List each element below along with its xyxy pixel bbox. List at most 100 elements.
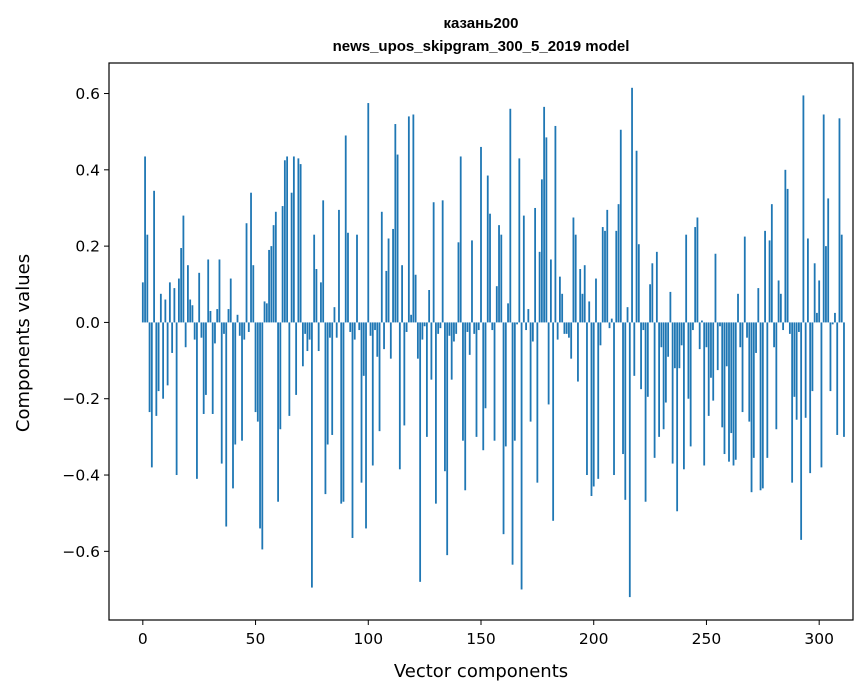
bar <box>676 322 679 512</box>
bar <box>175 322 178 476</box>
bar <box>660 322 663 348</box>
bar <box>227 309 230 323</box>
bar <box>326 322 329 445</box>
bar <box>705 322 708 348</box>
y-tick-label: 0.4 <box>75 161 100 179</box>
bar <box>453 322 455 342</box>
bar <box>791 322 794 483</box>
bar <box>730 322 733 434</box>
bar <box>489 213 491 323</box>
bar <box>281 206 284 323</box>
bar <box>202 322 205 414</box>
bar <box>238 322 241 336</box>
bar <box>272 225 275 323</box>
bar <box>513 322 516 441</box>
bar <box>389 322 392 359</box>
bar <box>270 246 273 323</box>
bar <box>311 322 313 588</box>
bar <box>786 188 789 323</box>
bar <box>211 322 214 414</box>
bar <box>283 160 286 323</box>
bar <box>209 310 212 323</box>
bar <box>834 312 836 323</box>
bar <box>561 293 564 323</box>
bar <box>777 280 780 323</box>
bar <box>570 322 573 359</box>
bar <box>498 225 500 323</box>
bar <box>748 322 751 422</box>
bar <box>669 291 672 323</box>
plot-frame <box>108 62 854 621</box>
y-axis-label: Components values <box>13 254 34 432</box>
bar <box>746 322 748 338</box>
bar <box>279 322 282 430</box>
bar <box>146 234 149 323</box>
bar <box>714 253 717 323</box>
bar <box>247 322 250 332</box>
bar <box>597 322 600 479</box>
bar <box>527 309 530 323</box>
bar <box>768 240 771 323</box>
bar <box>396 154 399 323</box>
bar <box>701 320 703 323</box>
bar <box>252 265 255 323</box>
bar <box>741 322 744 413</box>
bar <box>435 322 437 504</box>
bar <box>583 265 586 323</box>
bar <box>254 322 257 413</box>
bar <box>538 251 541 323</box>
bar <box>162 322 165 399</box>
bar <box>376 322 379 357</box>
bar <box>288 322 291 416</box>
bar <box>392 228 394 323</box>
bar <box>840 234 843 323</box>
bar <box>173 288 176 323</box>
bar <box>574 234 577 323</box>
bar <box>344 135 347 323</box>
bar <box>329 322 331 338</box>
bar <box>710 322 712 378</box>
bar <box>205 322 207 395</box>
bars-group <box>141 87 845 598</box>
bar <box>698 322 701 350</box>
bar <box>374 322 376 331</box>
bar <box>232 322 234 489</box>
bar <box>466 322 469 332</box>
bar <box>685 234 688 323</box>
bar <box>184 322 187 348</box>
bar <box>525 322 527 331</box>
bar <box>509 108 512 323</box>
bar <box>423 322 426 327</box>
bar <box>764 230 766 323</box>
bar <box>150 322 153 468</box>
bar <box>692 322 694 331</box>
bar <box>608 322 611 329</box>
bar <box>811 322 814 392</box>
bar <box>475 322 478 437</box>
bar <box>468 322 471 355</box>
bar <box>414 274 417 323</box>
bar <box>545 137 548 323</box>
bar <box>367 103 370 323</box>
bar <box>398 322 401 470</box>
bar <box>529 322 532 422</box>
bar <box>588 301 591 323</box>
bar <box>387 238 390 323</box>
bar <box>493 322 496 441</box>
bar <box>340 322 343 504</box>
bar <box>590 322 593 497</box>
bar <box>547 322 550 405</box>
bar <box>484 322 487 409</box>
bar <box>680 322 683 346</box>
bar <box>425 322 428 437</box>
x-tick-label: 300 <box>804 630 834 648</box>
bar <box>719 322 721 327</box>
chart-title: казань200 <box>444 15 519 32</box>
bar <box>223 322 225 334</box>
bar <box>256 322 259 422</box>
bar <box>658 322 661 437</box>
bar <box>471 240 473 323</box>
bar <box>610 318 613 323</box>
bar <box>342 322 345 502</box>
